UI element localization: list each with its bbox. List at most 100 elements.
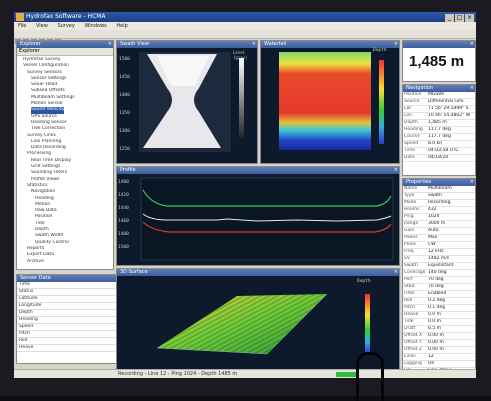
close-icon[interactable]: ×	[393, 269, 398, 275]
property-row[interactable]: Swath Equidistant	[403, 263, 475, 270]
property-row[interactable]: Heading 117.7 deg	[403, 127, 475, 134]
close-icon[interactable]: ×	[469, 41, 474, 47]
property-key: Port	[404, 277, 413, 282]
tree-item[interactable]: Export Data	[19, 252, 111, 258]
sensor-data-list: Time Status Latitude Longitude Depth Heading S…	[17, 282, 127, 352]
tree-item[interactable]: Survey Sensors	[19, 70, 111, 76]
tree-item[interactable]: Sound Velocity	[19, 107, 111, 114]
property-row[interactable]: Range 3000 m	[403, 221, 475, 228]
profile-y-tick: 1460	[118, 219, 129, 224]
tree-item[interactable]: Profile Views	[19, 177, 111, 183]
tree-item[interactable]: Real Time Display	[19, 158, 111, 164]
tree-item[interactable]: Sensor Settings	[19, 76, 111, 82]
property-row[interactable]: Offset Y 0.00 m	[403, 340, 475, 347]
property-row[interactable]: Lat 71 56' 29.5499" S	[403, 106, 475, 113]
tree-item[interactable]: Navigation	[19, 189, 111, 195]
minimize-icon[interactable]: _	[445, 14, 454, 22]
property-row[interactable]: Coverage 140 deg	[403, 270, 475, 277]
tree-item[interactable]: Survey Lines	[19, 133, 111, 139]
property-row[interactable]: Heave 0.0 m	[403, 312, 475, 319]
property-row[interactable]: Lon 10 46' 54.4802" W	[403, 113, 475, 120]
close-icon[interactable]: ×	[251, 41, 256, 47]
sensor-data-row: Longitude	[17, 303, 127, 310]
tree-item[interactable]: Statistics	[19, 183, 111, 189]
close-icon[interactable]: ×	[465, 14, 474, 22]
property-key: Filter	[404, 291, 416, 296]
property-row[interactable]: Ping 1024	[403, 214, 475, 221]
tree-item[interactable]: Motion Sensor	[19, 101, 111, 107]
property-row[interactable]: Beams 432	[403, 207, 475, 214]
close-icon[interactable]: ×	[393, 167, 398, 173]
menu-windows[interactable]: Windows	[84, 23, 107, 29]
maximize-icon[interactable]: □	[455, 14, 464, 22]
property-row[interactable]: Type Swath	[403, 193, 475, 200]
property-row[interactable]: Depth 1,485 m	[403, 120, 475, 127]
profile-plot[interactable]	[117, 174, 399, 265]
property-row[interactable]: Power Max	[403, 235, 475, 242]
property-row[interactable]: Pulse CW	[403, 242, 475, 249]
tree-item[interactable]: Line Planning	[19, 139, 111, 145]
tree-item[interactable]: Archive	[19, 259, 111, 265]
waterfall-plot[interactable]	[261, 48, 399, 163]
tree-item[interactable]: Grid Settings	[19, 164, 111, 170]
close-icon[interactable]: ×	[393, 41, 398, 47]
tree-item[interactable]: Subsea Offsets	[19, 88, 111, 94]
tree-item[interactable]: Raw Data	[19, 208, 111, 214]
property-row[interactable]: Offset Z 0.00 m	[403, 347, 475, 354]
property-row[interactable]: Filter Enabled	[403, 291, 475, 298]
tree-item[interactable]: Heading	[19, 196, 111, 202]
property-row[interactable]: Gain Auto	[403, 228, 475, 235]
tree-item[interactable]: Depth	[19, 227, 111, 233]
menu-view[interactable]: View	[35, 23, 48, 29]
app-icon	[16, 13, 24, 21]
menu-survey[interactable]: Survey	[57, 23, 75, 29]
tree-item[interactable]: Tide	[19, 221, 111, 227]
tree-item-label: Sounding Filters	[31, 170, 68, 176]
tree-item[interactable]: Vessel Configuration	[19, 63, 111, 69]
tree-item[interactable]: Sounding Filters	[19, 170, 111, 176]
property-row[interactable]: Pitch 0.1 deg	[403, 305, 475, 312]
tree-item[interactable]: GPS Source	[19, 114, 111, 120]
tree-item[interactable]: Heading Sensor	[19, 120, 111, 126]
tree-item[interactable]: Quality Control	[19, 240, 111, 246]
tree-item-label: Subsea Offsets	[31, 88, 65, 94]
tree-item[interactable]: Hydrofax Survey	[19, 57, 111, 63]
property-row[interactable]: Time 04:03:58 UTC	[403, 148, 475, 155]
close-icon[interactable]: ×	[469, 85, 474, 91]
property-row[interactable]: Date 04/18/20	[403, 155, 475, 162]
property-row[interactable]: Position MGS84	[403, 92, 475, 99]
recording-indicator	[336, 372, 356, 377]
property-row[interactable]: Logging On	[403, 361, 475, 368]
swath-view-header: Swath View ×	[117, 41, 257, 48]
tree-item[interactable]: Multibeam Settings	[19, 95, 111, 101]
swath-view-plot[interactable]	[117, 48, 257, 163]
explorer-tab[interactable]: Explorer	[17, 48, 113, 56]
tree-item[interactable]: Tide Correction	[19, 126, 111, 132]
tree-item[interactable]: Sonar Head	[19, 82, 111, 88]
tree-item[interactable]: Data Recording	[19, 145, 111, 151]
property-row[interactable]: Offset X 0.00 m	[403, 333, 475, 340]
property-row[interactable]: SV 1482 m/s	[403, 256, 475, 263]
property-row[interactable]: Draft 6.5 m	[403, 326, 475, 333]
menu-help[interactable]: Help	[116, 23, 128, 29]
property-row[interactable]: Name Multibeam	[403, 186, 475, 193]
tree-item[interactable]: Swath Width	[19, 233, 111, 239]
property-row[interactable]: Stbd 70 deg	[403, 284, 475, 291]
close-icon[interactable]: ×	[469, 179, 474, 185]
property-row[interactable]: Port 70 deg	[403, 277, 475, 284]
property-row[interactable]: Mode Recording	[403, 200, 475, 207]
menu-file[interactable]: File	[18, 23, 27, 29]
property-row[interactable]: Roll 0.2 deg	[403, 298, 475, 305]
property-row[interactable]: Tide 0.0 m	[403, 319, 475, 326]
close-icon[interactable]: ×	[107, 41, 112, 47]
property-row[interactable]: Speed 8.0 kn	[403, 141, 475, 148]
tree-item[interactable]: Position	[19, 214, 111, 220]
property-row[interactable]: Source Differential GPS	[403, 99, 475, 106]
tree-item[interactable]: Reports	[19, 246, 111, 252]
property-row[interactable]: Course 117.7 deg	[403, 134, 475, 141]
tree-item[interactable]: Motion	[19, 202, 111, 208]
surface-plot[interactable]	[117, 276, 399, 369]
property-row[interactable]: Lines 12	[403, 354, 475, 361]
tree-item[interactable]: Processing	[19, 151, 111, 157]
property-row[interactable]: Freq 12 kHz	[403, 249, 475, 256]
